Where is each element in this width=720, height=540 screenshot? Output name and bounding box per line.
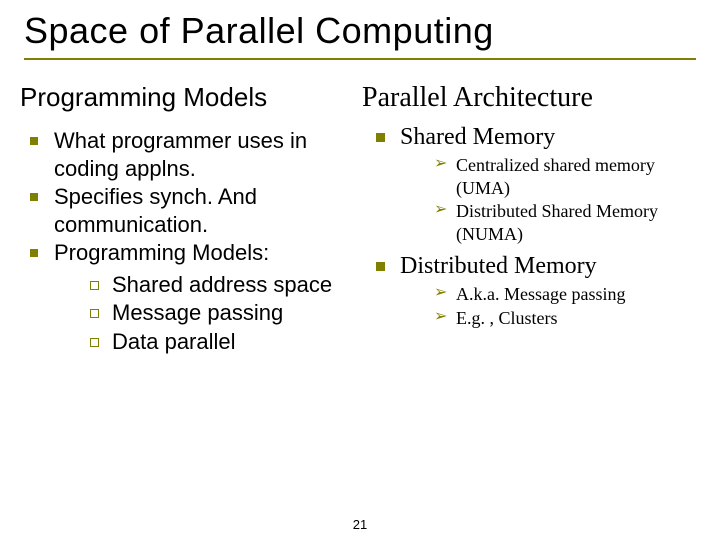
list-item-text: Shared Memory	[400, 124, 555, 150]
title-region: Space of Parallel Computing	[0, 0, 720, 60]
slide-number: 21	[353, 517, 367, 532]
list-item-text: Centralized shared memory (UMA)	[456, 155, 655, 198]
right-sublist: A.k.a. Message passing E.g. , Clusters	[400, 283, 700, 329]
list-item: Programming Models: Shared address space…	[20, 239, 350, 355]
list-item-text: Data parallel	[112, 329, 236, 354]
list-item-text: Distributed Shared Memory (NUMA)	[456, 201, 658, 244]
left-column: Programming Models What programmer uses …	[20, 82, 350, 356]
list-item-text: Shared address space	[112, 272, 332, 297]
list-item-text: Message passing	[112, 300, 283, 325]
left-sublist: Shared address space Message passing Dat…	[54, 271, 350, 356]
list-item-text: A.k.a. Message passing	[456, 284, 625, 304]
list-item-text: Distributed Memory	[400, 253, 597, 279]
right-column: Parallel Architecture Shared Memory Cent…	[362, 82, 700, 356]
left-list: What programmer uses in coding applns. S…	[20, 127, 350, 355]
list-item: Distributed Memory A.k.a. Message passin…	[362, 251, 700, 329]
list-item: Shared Memory Centralized shared memory …	[362, 122, 700, 245]
list-item: Specifies synch. And communication.	[20, 183, 350, 238]
right-list: Shared Memory Centralized shared memory …	[362, 122, 700, 329]
list-item: Data parallel	[54, 328, 350, 356]
list-item: Shared address space	[54, 271, 350, 299]
list-item-text: Programming Models:	[54, 240, 269, 265]
list-item: Distributed Shared Memory (NUMA)	[400, 200, 700, 245]
list-item-text: Specifies synch. And communication.	[54, 184, 257, 237]
slide-title: Space of Parallel Computing	[24, 10, 696, 52]
content-columns: Programming Models What programmer uses …	[0, 60, 720, 356]
list-item: Message passing	[54, 299, 350, 327]
list-item-text: E.g. , Clusters	[456, 308, 558, 328]
list-item-text: What programmer uses in coding applns.	[54, 128, 307, 181]
list-item: E.g. , Clusters	[400, 307, 700, 330]
left-heading: Programming Models	[20, 82, 350, 113]
right-sublist: Centralized shared memory (UMA) Distribu…	[400, 154, 700, 245]
right-heading: Parallel Architecture	[362, 82, 700, 114]
list-item: Centralized shared memory (UMA)	[400, 154, 700, 199]
list-item: A.k.a. Message passing	[400, 283, 700, 306]
list-item: What programmer uses in coding applns.	[20, 127, 350, 182]
